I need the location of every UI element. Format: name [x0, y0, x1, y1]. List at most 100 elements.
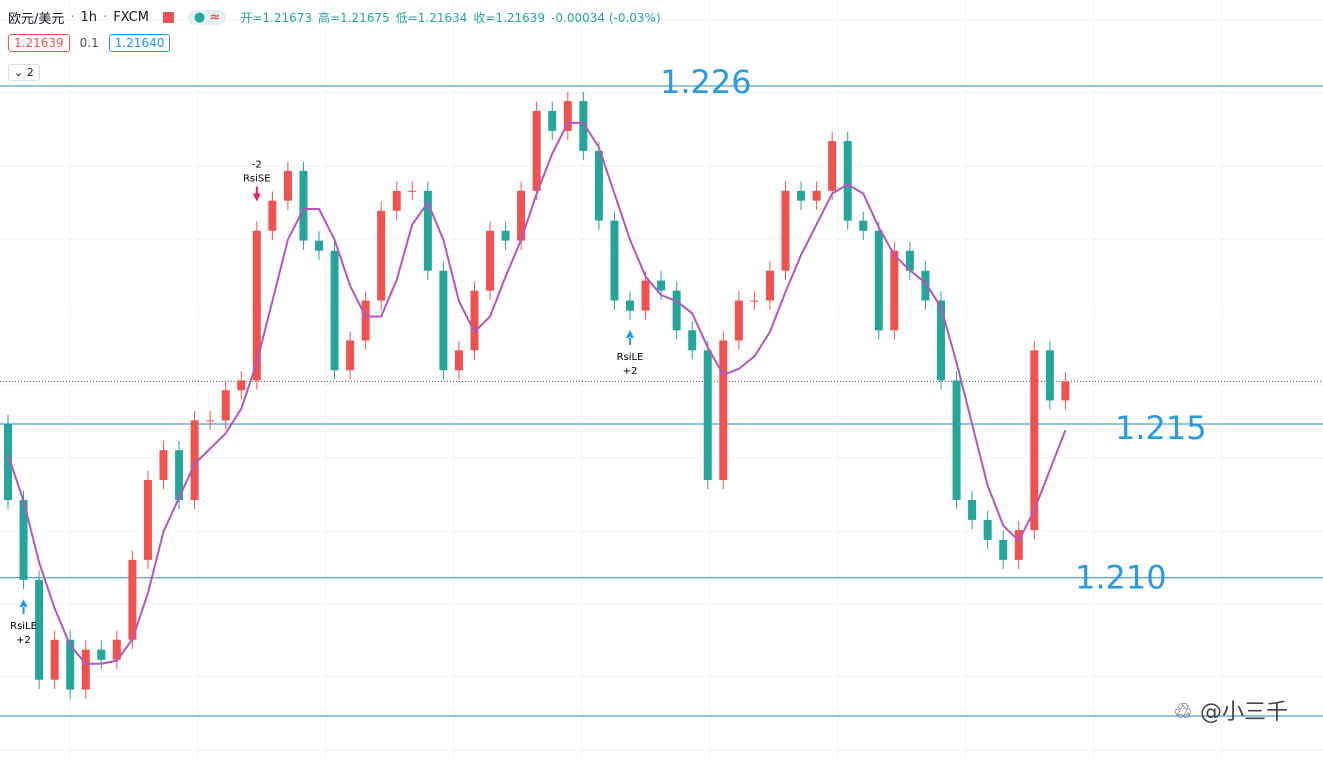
interval[interactable]: 1h: [80, 10, 98, 25]
candle-body: [859, 220, 868, 231]
candle-body: [252, 230, 261, 381]
candle-body: [797, 190, 806, 201]
candle-body: [439, 270, 448, 371]
candle-body: [703, 350, 712, 480]
candle-body: [330, 250, 339, 371]
candle-body: [283, 170, 292, 201]
candle-body: [423, 190, 432, 271]
candle-body: [128, 559, 137, 640]
candle-body: [408, 190, 417, 192]
candle-body: [719, 340, 728, 480]
candle-body: [843, 141, 852, 221]
signal: RsiLE +2: [10, 599, 37, 646]
candle-body: [299, 170, 308, 241]
candle-body: [750, 300, 759, 302]
candle-body: [159, 450, 168, 480]
flag[interactable]: [162, 12, 174, 23]
indicator-count[interactable]: ⌄ 2: [8, 64, 40, 81]
candle-body: [470, 290, 479, 351]
candle-body: [874, 230, 883, 331]
signal: -2 RsiSE: [243, 160, 271, 202]
level-label: 1.226: [660, 63, 752, 101]
candle-body: [548, 110, 557, 131]
candle-body: [112, 639, 121, 660]
candle-body: [361, 300, 370, 341]
watermark-icon: ♲: [1173, 700, 1193, 725]
signal-text: -2: [252, 160, 262, 171]
candle-body: [968, 499, 977, 520]
candle-body: [50, 639, 59, 680]
candle-body: [237, 380, 246, 391]
candle-body: [532, 110, 541, 191]
candle-body: [454, 350, 463, 371]
candle-body: [890, 250, 899, 331]
candle-body: [610, 220, 619, 301]
low: 低=1.21634: [395, 11, 468, 25]
moving-average: [7, 121, 1067, 665]
candle-body: [143, 479, 152, 560]
candle-body: [937, 300, 945, 381]
candle-body: [781, 190, 790, 271]
candle-body: [765, 270, 774, 301]
candle-body: [657, 280, 666, 291]
candle-body: [268, 200, 277, 231]
signal-text: RsiLE: [617, 352, 644, 363]
candle-body: [377, 210, 386, 301]
candle-body: [812, 190, 821, 201]
signal-arrow: [252, 186, 261, 202]
candle-body: [921, 270, 930, 301]
signal-arrow: [626, 329, 634, 345]
sell-button[interactable]: 1.21639: [8, 34, 70, 52]
candle-body: [952, 380, 961, 500]
candle-body: [517, 190, 526, 241]
candle-body: [641, 280, 650, 311]
candle-body: [999, 539, 1008, 560]
candle-body: [315, 240, 323, 251]
trade-bar: 1.21639 0.1 1.21640: [8, 34, 171, 52]
candle-body: [626, 300, 634, 311]
candle-body: [19, 499, 28, 580]
symbol[interactable]: 欧元/美元: [8, 12, 65, 27]
candle-body: [486, 230, 495, 291]
candle-body: [1030, 350, 1039, 531]
candle-body: [672, 290, 681, 331]
candle-body: [1014, 530, 1023, 560]
candle-body: [221, 390, 230, 421]
high: 高=1.21675: [318, 11, 390, 25]
candle-body: [983, 519, 992, 540]
signal-text: +2: [16, 635, 31, 646]
candle-body: [828, 141, 837, 191]
candle-body: [563, 101, 572, 131]
candle-body: [688, 330, 697, 351]
buy-button[interactable]: 1.21640: [108, 34, 171, 52]
candle-body: [1045, 350, 1054, 401]
candle-body: [501, 230, 510, 241]
level-label: 1.215: [1115, 409, 1207, 447]
legend: 欧元/美元 · 1h · FXCM ● ≈ 开=1.21673 高=1.21675 …: [8, 10, 661, 27]
candle-body: [81, 649, 90, 690]
spread: 0.1: [79, 36, 99, 50]
candle-body: [392, 190, 401, 211]
level-label: 1.210: [1075, 559, 1167, 597]
candle-body: [175, 450, 184, 500]
candle-body: [206, 420, 215, 422]
candle-body: [66, 639, 75, 690]
source: FXCM: [113, 10, 149, 25]
indicator-toggle[interactable]: ⌄ 2: [8, 64, 40, 81]
open: 开=1.21673: [240, 11, 312, 25]
candle-body: [905, 250, 914, 271]
watermark: @小三千: [1200, 700, 1288, 725]
candle-body: [346, 340, 355, 371]
candle-body: [4, 424, 12, 500]
candle-body: [594, 150, 603, 221]
status[interactable]: ● ≈: [187, 10, 227, 25]
candle-body: [579, 101, 588, 151]
close: 收=1.21639: [473, 11, 546, 25]
candle-body: [1061, 381, 1070, 401]
signal-text: RsiSE: [243, 174, 271, 185]
signal: RsiLE +2: [617, 329, 644, 377]
change: -0.00034 (-0.03%): [551, 10, 661, 25]
candle-body: [97, 649, 106, 660]
